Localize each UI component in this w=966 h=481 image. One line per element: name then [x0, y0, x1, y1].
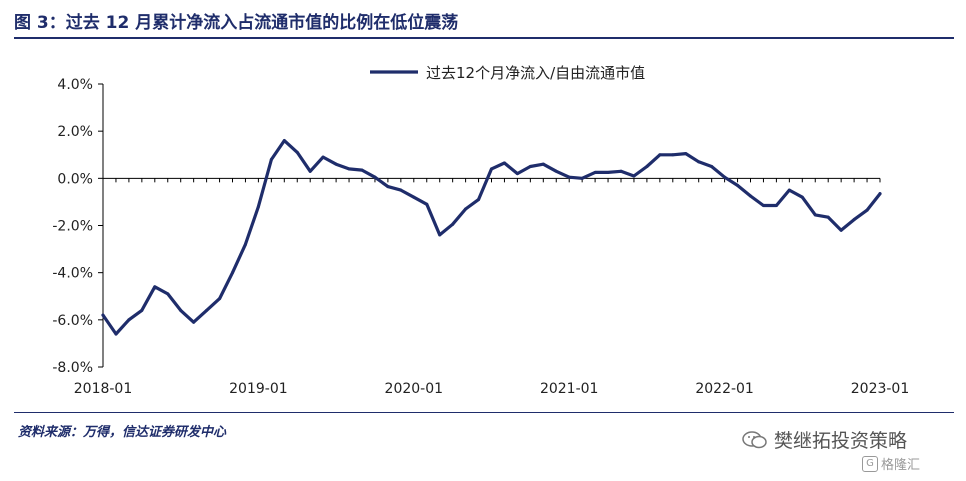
- data-point: [852, 218, 856, 222]
- data-point: [140, 308, 144, 312]
- data-point: [736, 183, 740, 187]
- data-point: [593, 170, 597, 174]
- data-point: [684, 152, 688, 156]
- data-point: [127, 318, 131, 322]
- source-note: 资料来源：万得，信达证券研发中心: [18, 425, 227, 440]
- data-point: [179, 308, 183, 312]
- data-point: [101, 313, 105, 317]
- data-point: [166, 292, 170, 296]
- y-tick-label: 0.0%: [57, 171, 93, 187]
- data-point: [749, 194, 752, 198]
- data-point: [205, 308, 209, 312]
- data-point: [697, 160, 701, 164]
- legend-label: 过去12个月净流入/自由流通市值: [426, 64, 645, 82]
- source-rule: [14, 412, 954, 413]
- data-point: [619, 169, 623, 173]
- data-point: [515, 172, 519, 176]
- data-point: [541, 162, 545, 166]
- data-point: [321, 155, 325, 159]
- data-point: [490, 167, 493, 171]
- data-point: [399, 188, 403, 192]
- data-point: [231, 271, 234, 275]
- data-point: [632, 174, 636, 178]
- x-tick-label: 2019-01: [229, 381, 288, 397]
- x-tick-label: 2018-01: [74, 381, 133, 397]
- data-point: [153, 285, 157, 289]
- gelonghui-logo-icon: G: [862, 455, 878, 472]
- y-tick-label: -8.0%: [52, 360, 93, 376]
- y-tick-label: 4.0%: [57, 77, 93, 93]
- chart-axes: [102, 84, 880, 367]
- x-tick-label: 2022-01: [695, 381, 754, 397]
- x-tick-label: 2021-01: [540, 381, 599, 397]
- data-point: [373, 175, 377, 179]
- data-point: [606, 170, 610, 174]
- data-point: [295, 150, 299, 154]
- data-point: [256, 205, 260, 209]
- x-tick-label: 2023-01: [851, 381, 910, 397]
- data-point: [813, 213, 817, 217]
- data-point: [425, 202, 429, 206]
- data-point: [218, 297, 222, 301]
- watermark-2: G 格隆汇: [862, 454, 920, 473]
- data-point: [386, 185, 390, 189]
- watermark-2-text: 格隆汇: [881, 458, 921, 473]
- data-point: [800, 195, 804, 199]
- data-point: [723, 175, 727, 179]
- data-point: [464, 207, 468, 211]
- data-point: [477, 198, 481, 202]
- data-point: [502, 161, 506, 165]
- data-point: [451, 222, 455, 226]
- data-point: [308, 169, 312, 173]
- data-point: [787, 188, 791, 192]
- data-point: [347, 167, 351, 171]
- data-point: [438, 233, 442, 237]
- data-point: [269, 157, 273, 161]
- data-point: [826, 215, 830, 219]
- data-point: [580, 176, 584, 180]
- y-tick-label: -6.0%: [52, 313, 93, 329]
- x-tick-label: 2020-01: [385, 381, 444, 397]
- y-tick-label: -2.0%: [52, 219, 93, 235]
- data-point: [774, 203, 778, 207]
- data-point: [282, 139, 286, 143]
- y-tick-label: -4.0%: [52, 266, 93, 282]
- data-point: [567, 175, 571, 179]
- data-point: [878, 192, 882, 196]
- figure-title: 图 3：过去 12 月累计净流入占流通市值的比例在低位震荡: [14, 13, 459, 33]
- data-point: [761, 203, 765, 207]
- data-point: [412, 195, 416, 199]
- data-point: [554, 169, 558, 173]
- data-point: [645, 165, 649, 169]
- data-point: [671, 153, 675, 157]
- data-point: [528, 165, 532, 169]
- data-point: [243, 242, 247, 246]
- y-tick-label: 2.0%: [57, 124, 93, 140]
- chart-ticks: -8.0% -6.0% -4.0% -2.0% 0.0% 2.0% 4.0% 2018-01 2…: [52, 77, 909, 397]
- title-rule: [14, 37, 954, 39]
- chart-series: [101, 139, 882, 336]
- data-point: [192, 320, 196, 324]
- data-point: [865, 208, 869, 212]
- data-point: [658, 153, 662, 157]
- line-chart: -8.0% -6.0% -4.0% -2.0% 0.0% 2.0% 4.0% 2018-01 2…: [52, 64, 909, 397]
- watermark: 樊继拓投资策略: [742, 426, 907, 453]
- data-point: [710, 165, 714, 169]
- watermark-text: 樊继拓投资策略: [774, 430, 908, 452]
- data-point: [839, 228, 843, 232]
- chart-legend: 过去12个月净流入/自由流通市值: [370, 64, 645, 82]
- wechat-icon: [742, 430, 767, 448]
- data-point: [360, 168, 364, 172]
- data-point: [114, 332, 118, 336]
- data-point: [334, 162, 338, 166]
